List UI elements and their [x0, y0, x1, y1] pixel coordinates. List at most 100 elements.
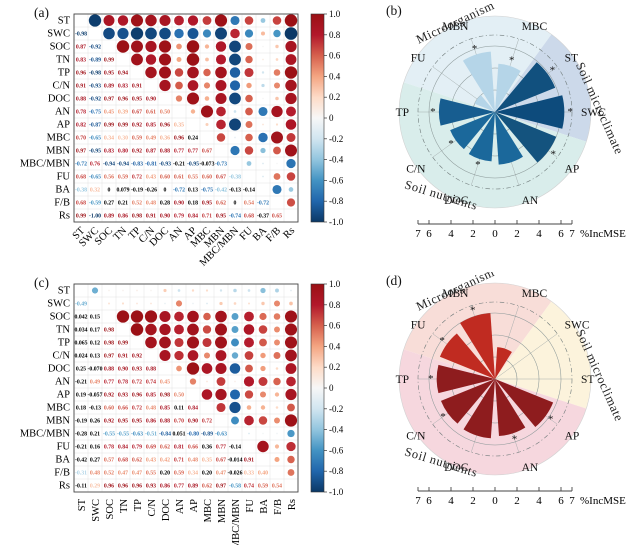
- corr-circle: [91, 287, 99, 294]
- corr-circle: [244, 351, 254, 360]
- corr-value: 0.50: [174, 393, 184, 399]
- corr-circle: [284, 310, 298, 323]
- corr-circle: [245, 55, 253, 64]
- corr-value: -0.94: [117, 162, 129, 168]
- corr-value: 0.80: [118, 149, 128, 155]
- grid-circle-outer: [417, 34, 573, 190]
- row-label: F/B: [54, 468, 70, 479]
- corr-value: -0.72: [75, 162, 87, 168]
- corr-circle: [243, 376, 255, 387]
- corr-value: 0.66: [188, 445, 198, 451]
- corr-value: 0.86: [146, 419, 156, 425]
- corr-value: -0.95: [187, 162, 199, 168]
- corr-circle: [190, 109, 196, 114]
- corr-circle: [116, 310, 130, 323]
- corr-value: 0.34: [104, 136, 114, 142]
- wedge: [450, 112, 495, 150]
- corr-value: 0.89: [188, 484, 198, 490]
- corr-value: -0.75: [201, 188, 213, 194]
- wedge-label: AN: [522, 195, 539, 207]
- corr-circle: [276, 162, 278, 165]
- axis-tick-label: 7: [569, 495, 575, 507]
- row-label: MBN: [46, 146, 70, 157]
- corr-circle: [246, 161, 252, 166]
- corr-circle: [130, 323, 144, 336]
- corr-circle: [230, 28, 240, 39]
- wedge: [495, 347, 512, 379]
- corr-value: -0.84: [159, 432, 171, 438]
- corr-circle: [244, 146, 254, 155]
- corr-circle: [271, 131, 283, 144]
- corr-value: 0.034: [74, 328, 87, 334]
- corr-value: 0.78: [118, 380, 128, 386]
- corr-value: -0.94: [103, 162, 115, 168]
- corr-circle: [284, 336, 298, 349]
- corr-value: 0.85: [146, 123, 156, 129]
- corr-value: -0.83: [131, 162, 143, 168]
- wedge-label: FU: [411, 319, 426, 331]
- corr-value: 0.47: [216, 471, 226, 477]
- corr-value: 0.99: [104, 123, 114, 129]
- corr-value: 0.92: [132, 354, 142, 360]
- wedge: [495, 63, 521, 112]
- rose-outline: [398, 282, 592, 476]
- row-label: Rs: [59, 211, 70, 222]
- colorbar-tick-label: 0: [329, 113, 334, 123]
- corr-circle: [233, 288, 237, 293]
- corr-circle: [216, 119, 226, 130]
- corr-value: 0.051: [172, 432, 185, 438]
- corr-circle: [261, 83, 265, 88]
- corr-value: 0.91: [146, 214, 156, 220]
- corr-circle: [273, 29, 281, 38]
- corr-value: 0.67: [216, 458, 226, 464]
- corr-value: 0.89: [104, 214, 114, 220]
- col-label: ST: [77, 498, 88, 511]
- corr-circle: [233, 302, 237, 305]
- corr-value: -0.98: [89, 71, 101, 77]
- corr-circle: [189, 378, 197, 385]
- corr-circle: [234, 380, 236, 383]
- corr-circle: [229, 40, 241, 53]
- corr-value: 0: [108, 188, 111, 194]
- corr-circle: [130, 14, 144, 27]
- wedge-label: MBC: [522, 21, 548, 33]
- corr-value: -0.014: [228, 458, 243, 464]
- corr-value: -0.92: [89, 45, 101, 51]
- corr-value: 0.47: [132, 471, 142, 477]
- corr-circle: [246, 405, 252, 410]
- corr-value: 0.83: [118, 84, 128, 90]
- corr-value: 0.48: [90, 471, 100, 477]
- colorbar-tick-label: 0.4: [329, 341, 341, 351]
- axis-tick-label: 4: [536, 495, 542, 507]
- corr-circle: [286, 198, 296, 207]
- corr-circle: [159, 349, 171, 362]
- corr-value: 0.95: [118, 419, 128, 425]
- corr-value: 0.11: [174, 406, 184, 412]
- corr-circle: [274, 326, 280, 333]
- corr-circle: [187, 80, 199, 91]
- corr-value: 0.28: [160, 201, 170, 207]
- corr-circle: [219, 289, 223, 292]
- wedge-label: C/N: [406, 431, 426, 443]
- corr-value: -0.59: [89, 201, 101, 207]
- corr-circle: [271, 105, 283, 118]
- wedge: [495, 112, 523, 165]
- col-label: BA: [259, 499, 270, 514]
- corr-value: 0.93: [132, 367, 142, 373]
- correlation-matrix-c: STSWCSOCTNTPC/NDOCANAPMBCMBNMBC/MBNFUBAF…: [20, 279, 344, 545]
- corr-value: 0.67: [132, 110, 142, 116]
- wedge: [439, 333, 495, 379]
- corr-circle: [284, 14, 298, 27]
- corr-circle: [117, 15, 129, 26]
- corr-value: 0.68: [76, 201, 86, 207]
- corr-value: 0.36: [202, 445, 212, 451]
- corr-circle: [191, 289, 195, 292]
- corr-value: 0.86: [160, 484, 170, 490]
- corr-value: -0.58: [229, 484, 241, 490]
- corr-value: 0.81: [174, 445, 184, 451]
- corr-circle: [244, 29, 254, 38]
- corr-value: 0.94: [118, 71, 128, 77]
- corr-value: -0.31: [75, 471, 87, 477]
- wedge-label: FU: [411, 52, 426, 64]
- corr-circle: [274, 417, 280, 424]
